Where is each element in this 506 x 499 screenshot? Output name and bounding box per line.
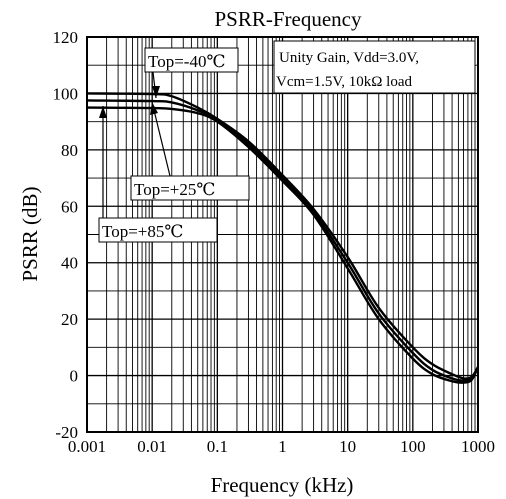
x-tick-label: 10: [339, 437, 356, 456]
y-axis-label: PSRR (dB): [18, 186, 42, 281]
callout-2: Top=+25℃: [130, 101, 250, 201]
series-line-2: [86, 99, 480, 382]
x-tick-label: 1000: [461, 437, 495, 456]
callout-2-leader: [151, 101, 171, 177]
callout-2-label: Top=+25℃: [134, 180, 215, 199]
callout-3-box: [98, 217, 218, 243]
y-tick-label: -20: [55, 423, 78, 442]
conditions-note: Unity Gain, Vdd=3.0V, Vcm=1.5V, 10kΩ loa…: [273, 40, 476, 94]
callout-1-arrowhead: [152, 86, 160, 98]
chart-title: PSRR-Frequency: [215, 7, 363, 31]
y-tick-label: 120: [53, 28, 79, 47]
callout-3-label: Top=+85℃: [102, 222, 183, 241]
y-tick-label: 40: [61, 254, 78, 273]
conditions-note-line-1: Unity Gain, Vdd=3.0V,: [279, 50, 419, 66]
callout-3-arrowhead: [99, 106, 107, 118]
x-tick-label: 0.01: [137, 437, 167, 456]
series-line-3: [86, 106, 480, 384]
x-tick-label: 1: [278, 437, 287, 456]
y-tick-label: 0: [70, 367, 79, 386]
conditions-note-box: [273, 40, 476, 94]
series-lines: [86, 92, 480, 384]
x-tick-label: 0.001: [68, 437, 106, 456]
x-tick-label: 0.1: [207, 437, 228, 456]
y-tick-label: 20: [61, 310, 78, 329]
callout-1-box: [144, 47, 239, 73]
y-tick-label: 100: [53, 84, 79, 103]
callout-1: Top=-40℃: [144, 47, 239, 99]
callout-1-label: Top=-40℃: [148, 52, 225, 71]
series-line-1: [86, 92, 480, 380]
x-axis-label: Frequency (kHz): [211, 473, 354, 497]
callout-2-box: [130, 175, 250, 201]
callout-3: Top=+85℃: [98, 106, 218, 243]
conditions-note-line-2: Vcm=1.5V, 10kΩ load: [276, 74, 412, 90]
y-tick-label: 60: [61, 197, 78, 216]
tick-labels: 0.001 0.01 0.1 1 10 100 1000 -20 0 20 40 60 80 100 120: [53, 28, 496, 456]
x-tick-label: 100: [400, 437, 426, 456]
y-tick-label: 80: [61, 141, 78, 160]
callout-2-arrowhead: [150, 102, 158, 115]
plot-frame: [86, 36, 479, 433]
